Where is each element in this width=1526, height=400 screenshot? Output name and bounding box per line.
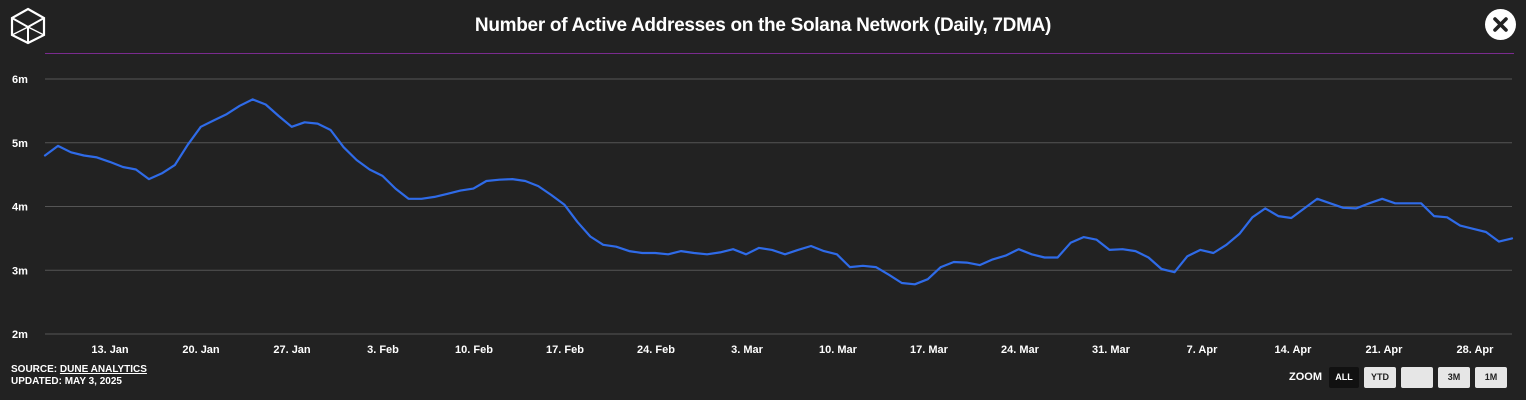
x-tick-label: 27. Jan (273, 344, 311, 356)
zoom-label: ZOOM (1289, 371, 1322, 383)
x-tick-label: 14. Apr (1275, 344, 1313, 356)
x-tick-label: 21. Apr (1366, 344, 1404, 356)
x-tick-label: 24. Feb (637, 344, 675, 356)
source-label: SOURCE: (11, 364, 60, 375)
x-tick-label: 28. Apr (1457, 344, 1495, 356)
zoom-3m-button[interactable]: 3M (1438, 366, 1470, 388)
x-tick-label: 10. Mar (819, 344, 858, 356)
chart-title: Number of Active Addresses on the Solana… (474, 15, 1052, 36)
grid-lines (45, 78, 1512, 335)
x-tick-label: 31. Mar (1092, 344, 1131, 356)
source-note: SOURCE: DUNE ANALYTICS UPDATED: MAY 3, 2… (11, 364, 147, 388)
x-tick-label: 7. Apr (1187, 344, 1218, 356)
x-tick-label: 24. Mar (1001, 344, 1040, 356)
cube-logo-icon (10, 7, 46, 45)
y-tick-label: 2m (12, 329, 28, 341)
source-link[interactable]: DUNE ANALYTICS (59, 364, 147, 375)
title-divider (45, 53, 1514, 54)
zoom-all-button[interactable]: ALL (1329, 366, 1359, 388)
x-tick-label: 17. Mar (910, 344, 949, 356)
zoom-ytd-button[interactable]: YTD (1364, 366, 1396, 388)
close-icon (1493, 17, 1508, 32)
series-layer (43, 98, 1514, 286)
y-axis-ticks: 2m 3m 4m 5m 6m (12, 74, 28, 341)
series-line (43, 98, 1514, 286)
x-tick-label: 3. Mar (731, 344, 764, 356)
y-tick-label: 3m (12, 265, 28, 277)
close-button[interactable] (1485, 9, 1516, 40)
x-tick-label: 10. Feb (455, 344, 493, 356)
y-tick-label: 4m (12, 202, 28, 214)
zoom-1m-button[interactable]: 1M (1475, 366, 1507, 388)
updated-date: UPDATED: MAY 3, 2025 (11, 376, 122, 387)
x-tick-label: 17. Feb (546, 344, 584, 356)
zoom-controls: ZOOM ALL YTD 3M 1M (1289, 366, 1512, 388)
y-tick-label: 5m (12, 138, 28, 150)
y-tick-label: 6m (12, 74, 28, 86)
x-tick-label: 20. Jan (182, 344, 220, 356)
zoom-blank-button[interactable] (1401, 366, 1433, 388)
x-axis-ticks: 13. Jan 20. Jan 27. Jan 3. Feb 10. Feb 17. Fe… (91, 344, 1494, 356)
x-tick-label: 3. Feb (367, 344, 399, 356)
x-tick-label: 13. Jan (91, 344, 129, 356)
